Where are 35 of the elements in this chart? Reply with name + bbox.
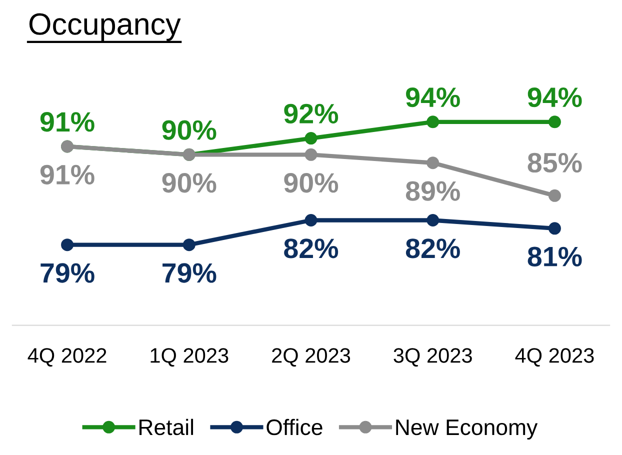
data-label: 79%	[40, 263, 94, 283]
point	[304, 214, 318, 226]
legend-label: New Economy	[396, 420, 538, 440]
x-tick-label: 1Q 2023	[150, 348, 228, 367]
data-label: 90%	[284, 173, 338, 193]
point	[426, 156, 440, 170]
point	[304, 148, 318, 161]
point	[548, 189, 561, 202]
legend-label: Retail	[140, 418, 194, 436]
chart-title: Occupancy	[29, 13, 181, 41]
data-label: 85%	[528, 152, 582, 173]
data-label: 90%	[162, 173, 216, 193]
data-label: 82%	[284, 238, 338, 258]
data-label: 79%	[162, 263, 216, 283]
point	[548, 116, 561, 128]
data-label: 81%	[528, 246, 582, 266]
point	[426, 116, 440, 128]
data-label: 92%	[284, 104, 338, 124]
data-label: 82%	[406, 238, 460, 258]
point	[304, 132, 318, 145]
x-tick-label: 2Q 2023	[272, 348, 350, 367]
data-label: 94%	[528, 87, 582, 108]
point	[61, 238, 74, 252]
x-tick-label: 4Q 2022	[28, 348, 106, 367]
point	[182, 238, 196, 252]
data-label: 89%	[406, 181, 460, 201]
data-label: 90%	[162, 120, 216, 140]
x-tick-label: 4Q 2023	[515, 348, 594, 367]
data-label: 91%	[40, 164, 94, 185]
point	[426, 214, 440, 226]
data-label: 94%	[406, 87, 460, 108]
x-tick-label: 3Q 2023	[394, 348, 472, 367]
legend-label: Office	[266, 418, 322, 436]
data-label: 91%	[40, 112, 94, 132]
point	[548, 222, 561, 235]
